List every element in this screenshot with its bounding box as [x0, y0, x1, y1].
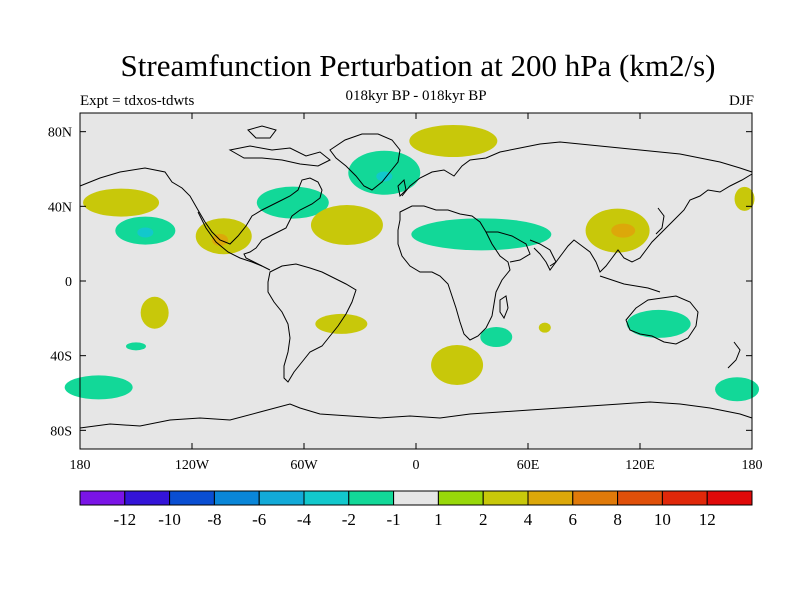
x-tick-label: 0 [413, 458, 420, 473]
anomaly-region [64, 375, 133, 400]
y-tick-label: 40S [50, 350, 72, 365]
colorbar: -12 -10 -8 -6 -4 -2 -1 1 2 4 6 8 10 12 [79, 490, 753, 529]
coastline-new-zealand [727, 341, 741, 369]
coastline-india [529, 239, 557, 271]
coastline-australia [625, 295, 699, 345]
map-panel: 180 120W 60W 0 60E 120E 180 80N 40N 0 40S 80S [48, 112, 763, 473]
x-tick-label: 120E [625, 458, 655, 473]
colorbar-label: -4 [297, 510, 312, 529]
colorbar-label: -2 [342, 510, 356, 529]
colorbar-label: 8 [613, 510, 622, 529]
colorbar-box [124, 490, 171, 506]
coastline-indonesia [599, 275, 661, 293]
colorbar-box [303, 490, 350, 506]
colorbar-label: 12 [699, 510, 716, 529]
y-tick-label: 0 [65, 275, 72, 290]
anomaly-region [538, 322, 551, 333]
anomaly-region [315, 313, 368, 334]
coastline-japan [655, 207, 665, 235]
y-tick-label: 80N [48, 126, 72, 141]
colorbar-label: -1 [387, 510, 401, 529]
x-tick-label: 60W [290, 458, 318, 473]
anomaly-region [83, 188, 160, 217]
anomaly-region [734, 186, 755, 211]
coastline-arabia [486, 231, 531, 263]
coastline-mexico-west [197, 211, 263, 267]
colorbar-box [258, 490, 305, 506]
x-tick-label: 120W [175, 458, 210, 473]
colorbar-box [213, 490, 260, 506]
coastline-british-isles [397, 178, 407, 198]
colorbar-box [617, 490, 663, 506]
colorbar-label: 6 [569, 510, 578, 529]
colorbar-label: -10 [158, 510, 181, 529]
coastline-eurasia [401, 141, 753, 197]
colorbar-box [393, 490, 439, 506]
coastline-greenland [329, 133, 401, 191]
colorbar-box [437, 490, 484, 506]
colorbar-label: -8 [207, 510, 221, 529]
anomaly-region [256, 186, 329, 219]
x-tick-label: 180 [742, 458, 763, 473]
colorbar-label: 10 [654, 510, 671, 529]
y-tick-label: 40N [48, 200, 72, 215]
colorbar-box [706, 490, 753, 506]
colorbar-label: 1 [434, 510, 443, 529]
anomaly-region [310, 205, 383, 245]
colorbar-box [348, 490, 395, 506]
anomaly-region [715, 377, 760, 402]
anomaly-region [126, 342, 146, 351]
latitude-axis: 80N 40N 0 40S 80S [48, 126, 752, 439]
longitude-axis: 180 120W 60W 0 60E 120E 180 [70, 113, 763, 473]
coastline-asia-pacific [549, 173, 753, 273]
colorbar-label: -12 [113, 510, 136, 529]
anomaly-region [480, 327, 513, 347]
anomaly-region [611, 223, 636, 238]
coastlines [79, 125, 753, 429]
anomaly-region [409, 125, 498, 157]
anomaly-region [431, 345, 484, 385]
coastline-madagascar [499, 295, 509, 320]
anomaly-region [137, 227, 154, 238]
experiment-label: Expt = tdxos-tdwts [80, 93, 195, 109]
colorbar-label: 4 [524, 510, 533, 529]
season-label: DJF [728, 93, 754, 109]
colorbar-box [79, 490, 126, 506]
coastline-africa [397, 205, 511, 341]
colorbar-box [572, 490, 619, 506]
coastline-ellesmere [247, 125, 277, 139]
colorbar-box [169, 490, 215, 506]
colorbar-box [527, 490, 574, 506]
plot-title: Streamfunction Perturbation at 200 hPa (… [120, 48, 716, 83]
colorbar-box [661, 490, 708, 506]
coastline-arctic-islands [228, 145, 331, 167]
y-tick-label: 80S [50, 424, 72, 439]
anomaly-region [140, 296, 169, 329]
anomaly-region [411, 218, 552, 251]
plot-subtitle: 018kyr BP - 018kyr BP [345, 88, 487, 104]
x-tick-label: 60E [517, 458, 540, 473]
coastline-antarctica [79, 401, 753, 429]
coastline-south-america [267, 263, 357, 383]
anomaly-region [626, 309, 691, 338]
colorbar-box [482, 490, 529, 506]
colorbar-label: -6 [252, 510, 266, 529]
x-tick-label: 180 [70, 458, 91, 473]
colorbar-label: 2 [479, 510, 488, 529]
coastline-north-america [79, 167, 323, 271]
